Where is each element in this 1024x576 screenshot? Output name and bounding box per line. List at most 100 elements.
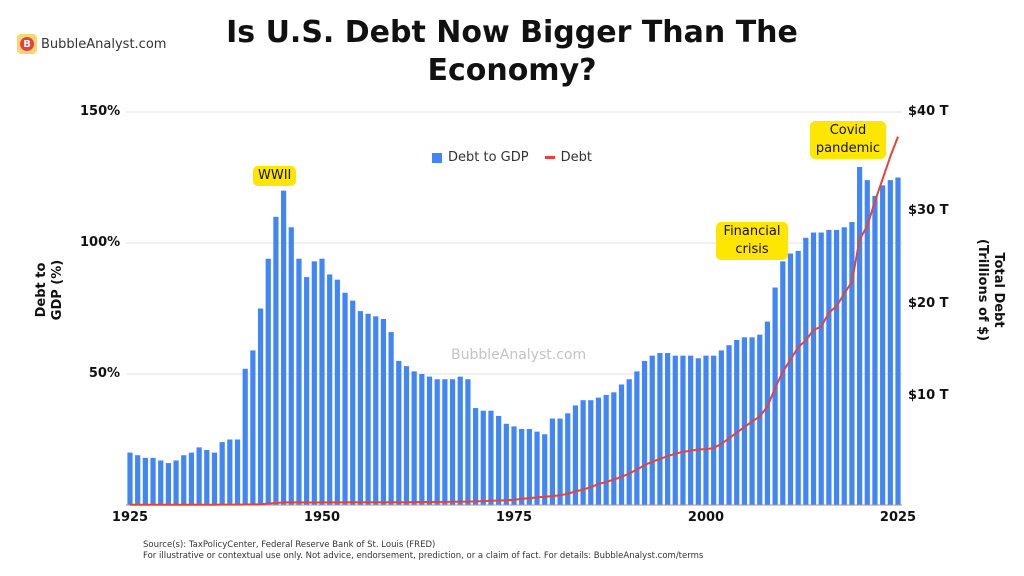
y-left-tick: 100% [80, 235, 121, 250]
logo-letter: B [20, 37, 34, 51]
bar-debt-to-gdp [219, 442, 225, 505]
bar-debt-to-gdp [480, 410, 486, 505]
bar-debt-to-gdp [288, 227, 294, 505]
bar-debt-to-gdp [350, 300, 356, 505]
bar-debt-to-gdp [342, 292, 348, 505]
bar-debt-to-gdp [503, 423, 509, 505]
bar-debt-to-gdp [657, 353, 663, 505]
bar-debt-to-gdp [711, 355, 717, 505]
brand-name: BubbleAnalyst.com [41, 36, 167, 52]
bar-debt-to-gdp [603, 394, 609, 505]
bar-debt-to-gdp [334, 279, 340, 505]
bar-debt-to-gdp [457, 376, 463, 505]
source-note: Source(s): TaxPolicyCenter, Federal Rese… [143, 540, 436, 550]
bar-debt-to-gdp [442, 379, 448, 505]
bar-debt-to-gdp [626, 379, 632, 505]
bar-debt-to-gdp [672, 355, 678, 505]
footer: Source(s): TaxPolicyCenter, Federal Rese… [143, 540, 703, 562]
bar-debt-to-gdp [496, 415, 502, 505]
bar-debt-to-gdp [772, 287, 778, 505]
y-left-tick: 150% [80, 104, 121, 119]
bar-debt-to-gdp [511, 426, 517, 505]
bar-debt-to-gdp [572, 405, 579, 505]
bar-debt-to-gdp [818, 232, 824, 505]
bar-debt-to-gdp [304, 277, 310, 505]
bar-debt-to-gdp [841, 227, 847, 505]
bar-debt-to-gdp [764, 321, 771, 505]
bar-debt-to-gdp [281, 190, 287, 505]
disclaimer: For illustrative or contextual use only.… [143, 551, 704, 561]
y-right-label: Total Debt (Trillions of $) [975, 238, 1006, 342]
annotation-wwii: WWII [253, 166, 297, 186]
bar-debt-to-gdp [534, 431, 540, 505]
bar-debt-to-gdp [880, 185, 886, 506]
bar-debt-to-gdp [726, 345, 732, 505]
bar-debt-to-gdp [265, 258, 271, 505]
bar-debt-to-gdp [895, 177, 901, 505]
bar-debt-to-gdp [741, 337, 747, 505]
y-left-label: Debt to GDP (%) [34, 259, 65, 321]
bar-debt-to-gdp [273, 216, 279, 506]
bar-debt-to-gdp [780, 261, 786, 505]
bar-debt-to-gdp [803, 237, 809, 505]
y-right-tick: $30 T [908, 203, 949, 218]
legend-label: Debt [560, 150, 592, 165]
bar-debt-to-gdp [595, 397, 602, 505]
bar-debt-to-gdp [703, 355, 709, 505]
x-tick: 2000 [687, 510, 725, 525]
bar-debt-to-gdp [611, 392, 617, 505]
bar-debt-to-gdp [810, 232, 817, 505]
bar-debt-to-gdp [757, 334, 763, 505]
bar-debt-to-gdp [688, 355, 694, 505]
bar-debt-to-gdp [380, 318, 387, 505]
bar-debt-to-gdp [296, 258, 302, 505]
logo-icon: B [17, 34, 37, 54]
bar-debt-to-gdp [542, 434, 548, 505]
bar-debt-to-gdp [849, 222, 855, 506]
bar-debt-to-gdp [665, 353, 671, 505]
bar-debt-to-gdp [196, 447, 202, 505]
bar-debt-to-gdp [173, 460, 179, 505]
x-tick: 1975 [495, 510, 533, 525]
bar-debt-to-gdp [250, 350, 256, 505]
bar-debt-to-gdp [526, 429, 532, 505]
bar-debt-to-gdp [473, 408, 479, 505]
bar-debt-to-gdp [680, 355, 686, 505]
bar-debt-to-gdp [357, 311, 363, 505]
bar-debt-to-gdp [557, 418, 563, 505]
line-debt [130, 136, 899, 506]
bar-debt-to-gdp [465, 379, 471, 505]
bar-debt-to-gdp [872, 195, 878, 505]
bar-debt-to-gdp [204, 449, 210, 505]
bar-debt-to-gdp [227, 439, 233, 505]
bar-debt-to-gdp [857, 167, 863, 505]
legend-label: Debt to GDP [448, 150, 529, 165]
bar-debt-to-gdp [549, 418, 555, 505]
x-tick: 1925 [111, 510, 149, 525]
bar-debt-to-gdp [833, 229, 840, 505]
bar-debt-to-gdp [142, 457, 148, 505]
bar-debt-to-gdp [158, 460, 164, 505]
bar-debt-to-gdp [150, 457, 156, 505]
bar-debt-to-gdp [426, 376, 433, 505]
legend-line-swatch [544, 156, 555, 159]
bar-debt-to-gdp [449, 379, 456, 505]
bar-debt-to-gdp [580, 400, 586, 505]
bar-debt-to-gdp [234, 439, 241, 505]
bar-debt-to-gdp [634, 371, 640, 505]
bar-debt-to-gdp [649, 355, 655, 505]
bar-debt-to-gdp [188, 452, 195, 505]
bar-debt-to-gdp [565, 413, 571, 505]
brand-logo: B BubbleAnalyst.com [17, 34, 166, 54]
bar-debt-to-gdp [211, 452, 218, 505]
x-tick: 2025 [879, 510, 917, 525]
legend: Debt to GDP Debt [432, 150, 592, 165]
bar-debt-to-gdp [257, 308, 264, 505]
chart-title: Is U.S. Debt Now Bigger Than The Economy… [226, 15, 798, 88]
bar-debt-to-gdp [242, 368, 248, 505]
bar-debt-to-gdp [181, 455, 187, 505]
y-right-tick: $10 T [908, 388, 949, 403]
bar-debt-to-gdp [327, 274, 333, 505]
bar-debt-to-gdp [135, 455, 141, 505]
